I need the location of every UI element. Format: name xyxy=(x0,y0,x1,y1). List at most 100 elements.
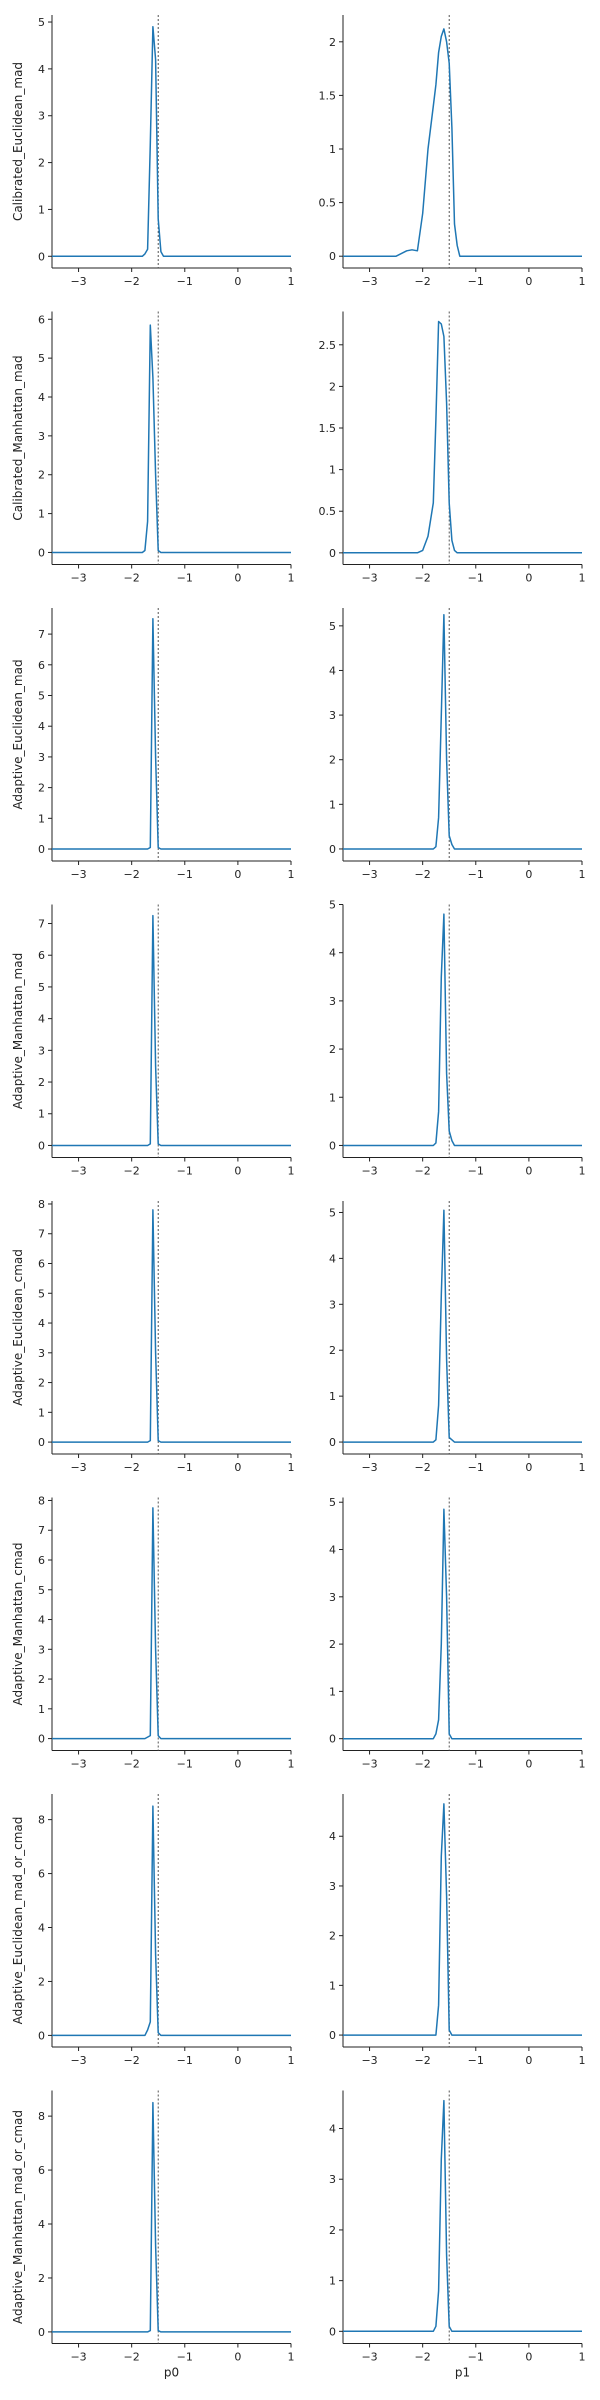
y-tick-label: 7 xyxy=(38,1524,45,1537)
y-tick-label: 3 xyxy=(38,751,45,764)
y-tick-label: 6 xyxy=(38,1554,45,1567)
x-tick-label: 0 xyxy=(525,2351,532,2364)
density-line xyxy=(343,913,582,1147)
y-tick-label: 4 xyxy=(329,2123,336,2136)
y-tick-label: 0 xyxy=(38,1139,45,1152)
density-line xyxy=(52,25,291,258)
x-tick-label: 1 xyxy=(288,572,295,585)
x-tick-label: −3 xyxy=(361,2054,377,2067)
y-tick-label: 0.5 xyxy=(319,197,337,210)
y-tick-label: 2 xyxy=(329,1638,336,1651)
x-axis-label: p0 xyxy=(164,2366,179,2380)
x-tick-label: 0 xyxy=(525,1461,532,1474)
y-tick-label: 1.5 xyxy=(319,422,337,435)
y-axis-label: Calibrated_Euclidean_mad xyxy=(11,62,25,221)
x-tick-label: 0 xyxy=(525,1165,532,1178)
y-tick-label: 5 xyxy=(38,1287,45,1300)
x-tick-label: −1 xyxy=(468,2351,484,2364)
x-tick-label: −2 xyxy=(415,2351,431,2364)
x-tick-label: −1 xyxy=(468,275,484,288)
x-tick-label: −1 xyxy=(177,1758,193,1771)
x-tick-label: −3 xyxy=(70,275,86,288)
y-tick-label: 0 xyxy=(329,2029,336,2042)
panel-r6-c1: −3 −2 −1 0 1 0 1 2 3 4 xyxy=(329,1794,586,2067)
x-tick-label: −2 xyxy=(415,1758,431,1771)
y-tick-label: 0.5 xyxy=(319,505,337,518)
x-tick-label: 1 xyxy=(288,1758,295,1771)
x-tick-label: 1 xyxy=(579,1165,586,1178)
x-tick-label: −3 xyxy=(70,1758,86,1771)
panel-r1-c0: −3 −2 −1 0 1 0 1 2 3 4 5 6 Calibrated_Manhattan_mad xyxy=(11,311,295,585)
y-tick-label: 0 xyxy=(38,1733,45,1746)
y-tick-label: 2 xyxy=(38,469,45,482)
y-tick-label: 0 xyxy=(329,2325,336,2338)
y-tick-label: 4 xyxy=(38,1614,45,1627)
x-tick-label: −2 xyxy=(415,275,431,288)
y-tick-label: 8 xyxy=(38,2110,45,2123)
panel-r7-c0: −3 −2 −1 0 1 0 2 4 6 8 p0 Adaptive_Manhattan_mad_or… xyxy=(11,2090,295,2380)
y-tick-label: 7 xyxy=(38,1228,45,1241)
y-tick-label: 2 xyxy=(38,1377,45,1390)
density-line xyxy=(343,28,582,257)
x-tick-label: −1 xyxy=(468,572,484,585)
x-tick-label: 0 xyxy=(525,275,532,288)
x-tick-label: 1 xyxy=(288,2054,295,2067)
x-tick-label: 1 xyxy=(579,2351,586,2364)
x-tick-label: −3 xyxy=(70,868,86,881)
y-tick-label: 0 xyxy=(38,2326,45,2339)
x-tick-label: −2 xyxy=(124,275,140,288)
y-tick-label: 0 xyxy=(329,1436,336,1449)
y-tick-label: 4 xyxy=(38,1922,45,1935)
y-tick-label: 2 xyxy=(38,782,45,795)
y-tick-label: 7 xyxy=(38,918,45,931)
panel-r1-c1: −3 −2 −1 0 1 0 0.5 1 1.5 2 2.5 xyxy=(319,311,586,585)
y-tick-label: 1 xyxy=(329,1390,336,1403)
x-tick-label: 1 xyxy=(579,275,586,288)
y-tick-label: 1 xyxy=(38,812,45,825)
x-tick-label: 0 xyxy=(234,1461,241,1474)
panel-r2-c1: −3 −2 −1 0 1 0 1 2 3 4 5 xyxy=(329,608,586,881)
density-line xyxy=(343,320,582,554)
y-tick-label: 2 xyxy=(38,1076,45,1089)
y-tick-label: 3 xyxy=(329,1298,336,1311)
x-tick-label: −2 xyxy=(415,1165,431,1178)
y-tick-label: 2 xyxy=(38,2272,45,2285)
y-tick-label: 8 xyxy=(38,1814,45,1827)
x-tick-label: −1 xyxy=(468,1758,484,1771)
y-tick-label: 5 xyxy=(329,620,336,633)
y-tick-label: 2.5 xyxy=(319,339,337,352)
y-tick-label: 1 xyxy=(329,1979,336,1992)
density-line xyxy=(52,324,291,554)
y-tick-label: 4 xyxy=(329,1544,336,1557)
y-tick-label: 3 xyxy=(38,1347,45,1360)
density-line xyxy=(52,617,291,850)
y-tick-label: 6 xyxy=(38,949,45,962)
x-tick-label: −2 xyxy=(415,572,431,585)
x-tick-label: −1 xyxy=(177,572,193,585)
y-axis-label: Adaptive_Euclidean_mad_or_cmad xyxy=(11,1817,25,2025)
panel-r0-c0: −3 −2 −1 0 1 0 1 2 3 4 5 Calibrated_Euclidean_mad xyxy=(11,15,295,288)
x-tick-label: 0 xyxy=(525,868,532,881)
y-tick-label: 0 xyxy=(329,1139,336,1152)
y-tick-label: 4 xyxy=(38,720,45,733)
density-line xyxy=(52,1209,291,1443)
x-tick-label: −3 xyxy=(70,572,86,585)
x-tick-label: −1 xyxy=(177,1165,193,1178)
x-tick-label: −2 xyxy=(124,868,140,881)
density-line xyxy=(52,1507,291,1740)
x-tick-label: −2 xyxy=(415,2054,431,2067)
panel-r0-c1: −3 −2 −1 0 1 0 0.5 1 1.5 2 xyxy=(319,15,586,288)
x-tick-label: −3 xyxy=(361,2351,377,2364)
y-tick-label: 1 xyxy=(38,1406,45,1419)
y-tick-label: 1 xyxy=(329,798,336,811)
x-tick-label: 0 xyxy=(234,2351,241,2364)
y-tick-label: 3 xyxy=(329,1880,336,1893)
y-tick-label: 2 xyxy=(329,2224,336,2237)
y-tick-label: 0 xyxy=(38,546,45,559)
y-tick-label: 4 xyxy=(329,1830,336,1843)
y-tick-label: 5 xyxy=(38,16,45,29)
x-tick-label: −1 xyxy=(468,868,484,881)
y-tick-label: 2 xyxy=(329,1930,336,1943)
y-tick-label: 3 xyxy=(38,1643,45,1656)
